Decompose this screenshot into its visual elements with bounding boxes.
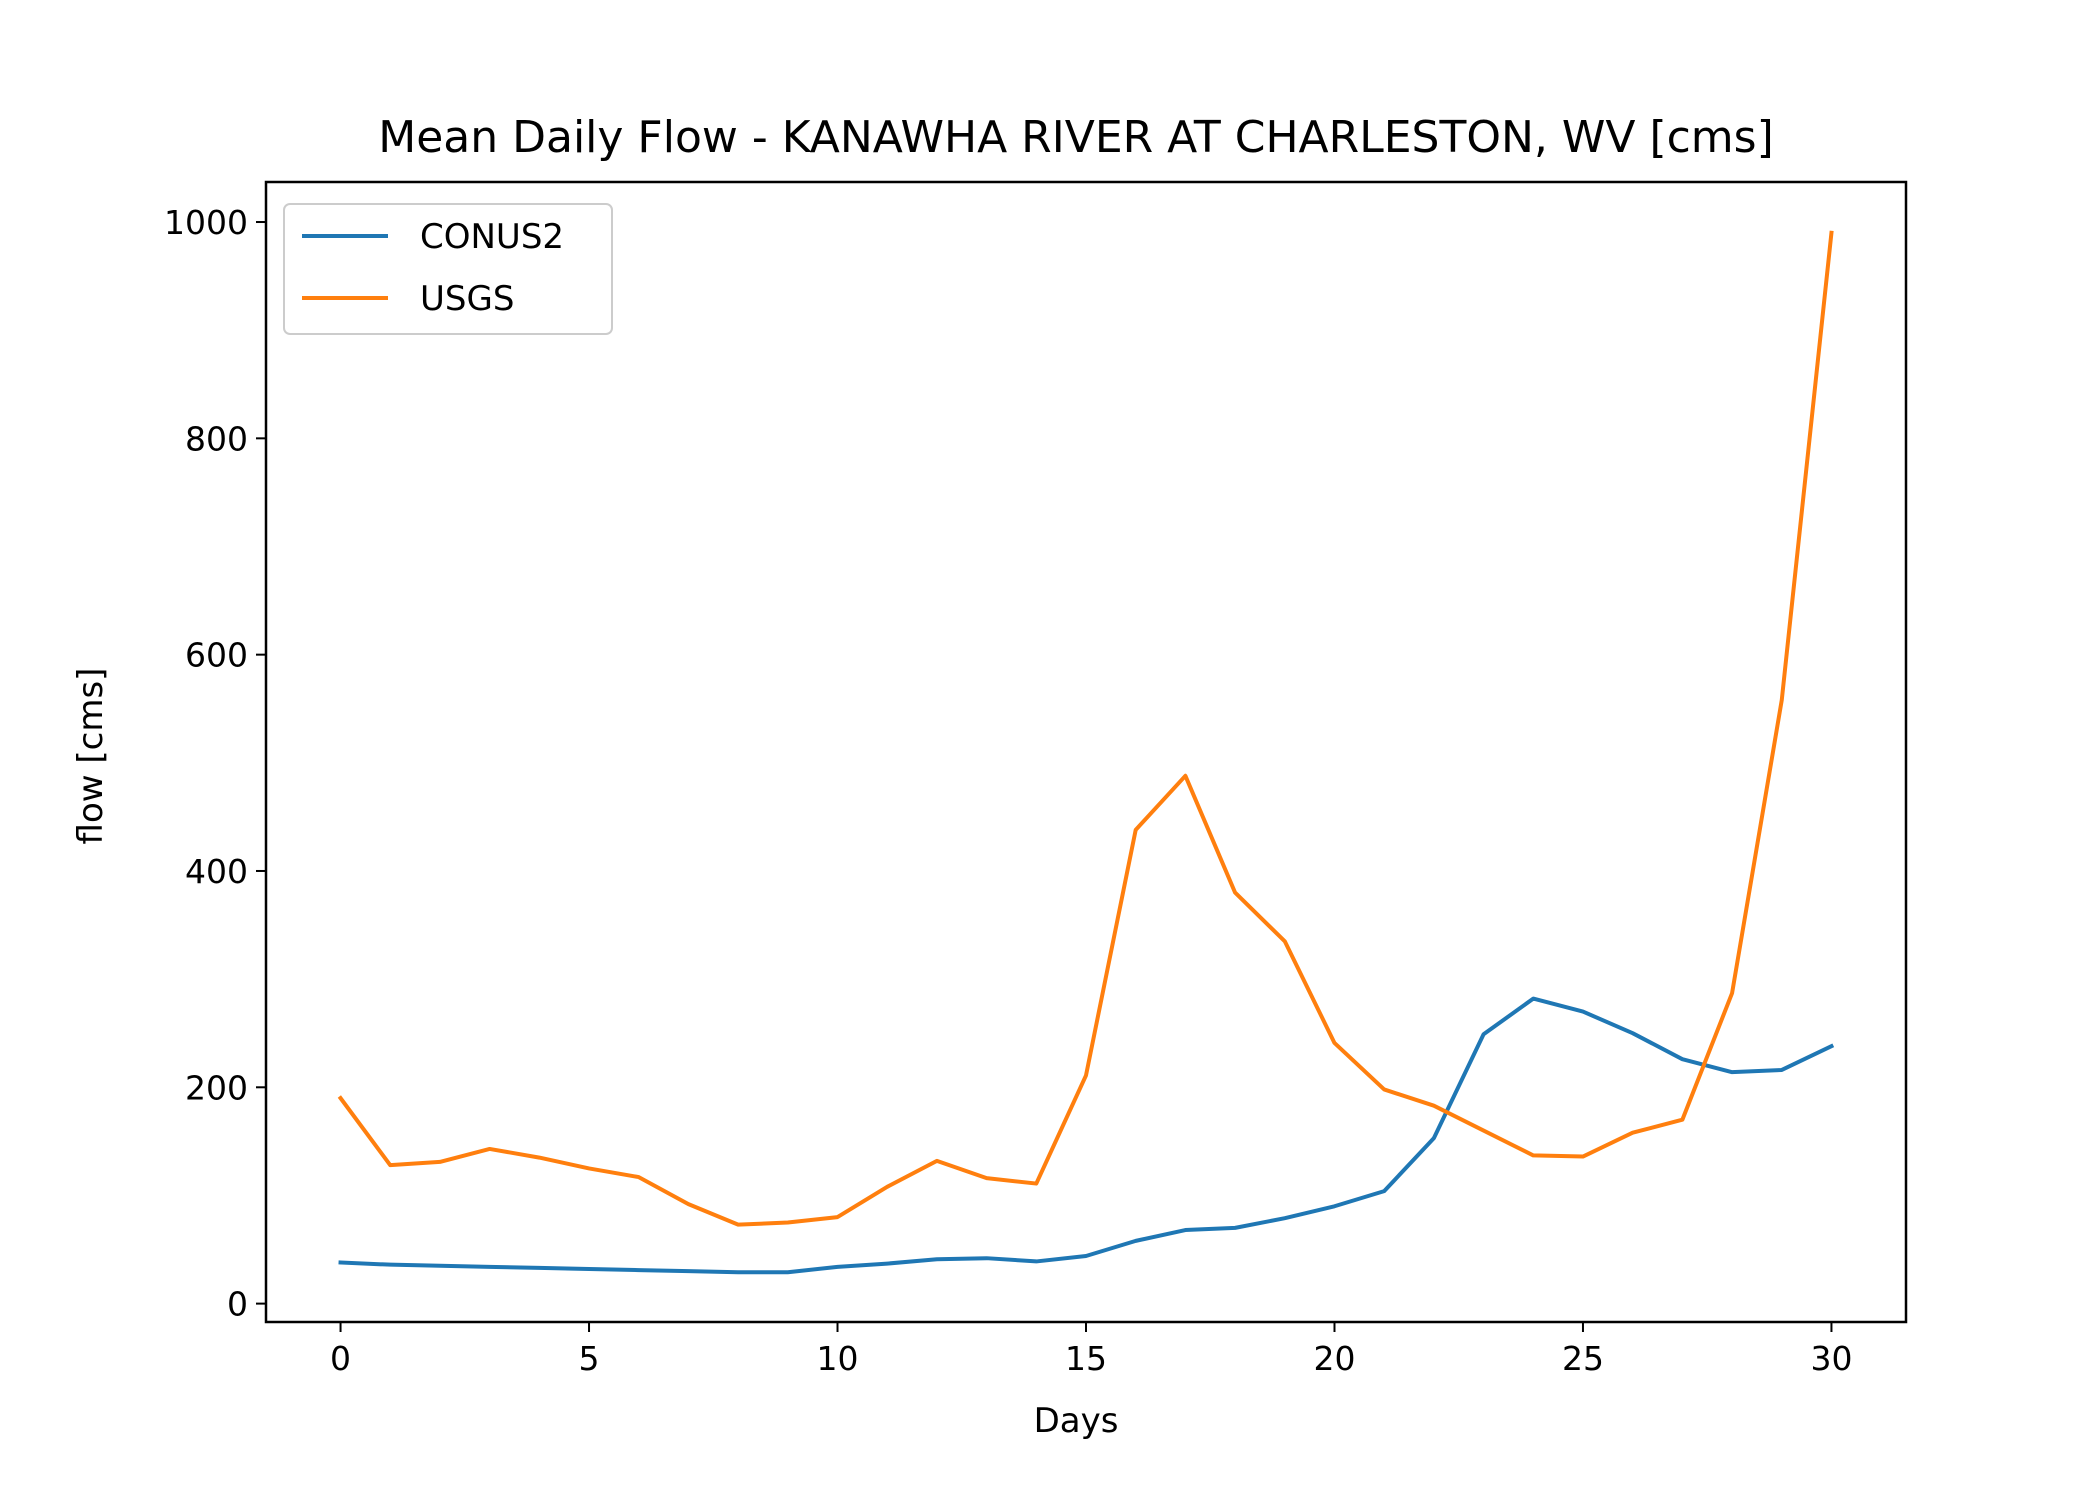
x-tick-label: 25 xyxy=(1562,1339,1604,1378)
series-line-usgs xyxy=(337,230,1834,1227)
x-tick-label: 15 xyxy=(1065,1339,1107,1378)
y-tick-label: 0 xyxy=(227,1285,248,1324)
y-tick-label: 600 xyxy=(185,636,248,675)
x-axis-label: Days xyxy=(1034,1401,1119,1441)
series-group xyxy=(337,230,1835,1275)
x-tick-label: 20 xyxy=(1313,1339,1355,1378)
legend-label-usgs: USGS xyxy=(420,279,514,319)
x-axis: 0 5 10 15 20 25 30 xyxy=(330,1322,1852,1378)
legend: CONUS2 USGS xyxy=(283,203,613,335)
y-tick-label: 800 xyxy=(185,419,248,458)
plot-area xyxy=(264,180,1908,1324)
x-tick-label: 0 xyxy=(330,1339,351,1378)
x-tick-label: 5 xyxy=(579,1339,600,1378)
series-line-conus2 xyxy=(338,996,1835,1275)
chart-title: Mean Daily Flow - KANAWHA RIVER AT CHARL… xyxy=(378,112,1774,163)
y-tick-label: 200 xyxy=(185,1068,248,1107)
y-tick-label: 1000 xyxy=(164,203,248,242)
y-axis-label: flow [cms] xyxy=(71,668,111,845)
legend-label-conus2: CONUS2 xyxy=(420,217,564,257)
y-tick-label: 400 xyxy=(185,852,248,891)
x-tick-label: 30 xyxy=(1810,1339,1852,1378)
x-tick-label: 10 xyxy=(817,1339,859,1378)
y-axis: 0 200 400 600 800 1000 xyxy=(164,203,266,1324)
